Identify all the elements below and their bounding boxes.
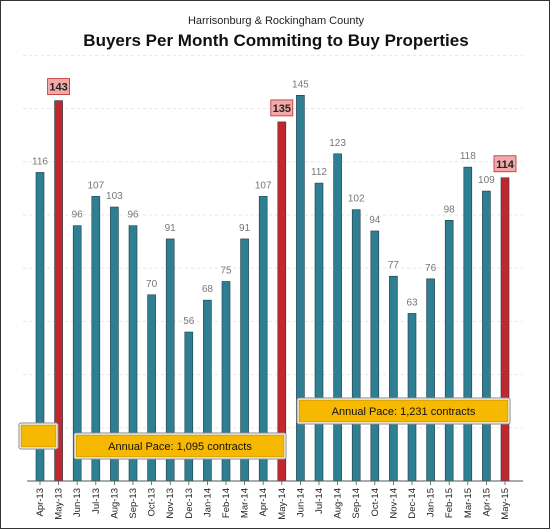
value-label: 56: [183, 316, 195, 327]
value-label: 143: [49, 82, 67, 94]
value-label: 114: [496, 159, 515, 171]
x-tick-label: Oct-14: [370, 488, 381, 517]
annual-pace-label: Annual Pace: 1,095 contracts: [108, 441, 252, 453]
x-tick-label: Aug-14: [333, 488, 344, 519]
value-label: 112: [311, 167, 327, 178]
bars: [35, 95, 510, 482]
bar-may-15: [500, 177, 510, 482]
bar-jan-15: [426, 278, 435, 482]
x-tick-label: Apr-14: [258, 488, 269, 517]
bar-may-14: [277, 121, 287, 482]
annual-pace-box: Annual Pace: 1,231 contracts: [296, 397, 511, 425]
x-tick-label: Jun-14: [295, 488, 306, 517]
annual-pace-fill: [298, 399, 509, 423]
bar-apr-15: [482, 190, 491, 482]
value-label: 96: [72, 210, 84, 221]
annotations: Annual Pace: 1,095 contracts Annual Pace:…: [18, 397, 511, 460]
value-label: 76: [425, 263, 437, 274]
x-tick-label: Jul-13: [91, 488, 102, 514]
value-label: 94: [369, 215, 381, 226]
x-tick-label: May-14: [277, 488, 288, 520]
highlight-label-may-15: 114: [493, 155, 517, 173]
value-label: 70: [146, 279, 158, 290]
value-label-box: [493, 155, 517, 173]
value-label: 75: [220, 266, 232, 277]
x-tick-label: Aug-13: [109, 488, 120, 519]
annual-pace-box: [18, 422, 59, 450]
value-label: 96: [127, 210, 139, 221]
x-tick-label: Mar-14: [240, 488, 251, 518]
value-label: 91: [239, 223, 251, 234]
bar-nov-14: [389, 275, 398, 482]
value-label: 118: [460, 151, 476, 162]
value-label: 91: [165, 223, 177, 234]
value-label-box: [47, 78, 70, 96]
annual-pace-fill: [75, 434, 285, 458]
x-tick-label: Sep-14: [351, 488, 362, 519]
value-labels: 1161439610710396709156687591107135145112…: [32, 78, 517, 327]
x-tick-label: Mar-15: [463, 488, 474, 518]
x-tick-label: Feb-14: [221, 488, 232, 518]
value-label: 116: [32, 156, 48, 167]
x-tick-label: Oct-13: [147, 488, 158, 517]
bar-aug-14: [333, 153, 342, 482]
x-tick-label: Dec-13: [184, 488, 195, 519]
gridlines: [23, 54, 523, 429]
x-tick-label: Apr-13: [35, 488, 46, 517]
x-tick-label: May-13: [54, 488, 65, 520]
x-tick-labels: Apr-13 May-13 Jun-13 Jul-13 Aug-13 Sep-13 Oct-…: [35, 488, 511, 520]
value-label: 107: [87, 180, 104, 191]
bar-jul-14: [314, 182, 324, 482]
x-tick-label: Apr-15: [481, 488, 492, 517]
value-label: 102: [348, 194, 365, 205]
highlight-label-may-14: 135: [270, 99, 294, 117]
value-label: 103: [106, 191, 123, 202]
chart-subtitle: Harrisonburg & Rockingham County: [188, 15, 365, 27]
value-label: 77: [388, 260, 400, 271]
annual-pace-label: Annual Pace: 1,231 contracts: [332, 406, 476, 418]
bar-feb-15: [444, 220, 454, 482]
bar-sep-14: [351, 209, 361, 482]
annual-pace-fill: [20, 424, 57, 448]
x-tick-label: Nov-13: [165, 488, 176, 519]
x-tick-label: Nov-14: [388, 488, 399, 519]
x-tick-label: Jan-15: [426, 488, 437, 517]
x-tick-label: Feb-15: [444, 488, 455, 518]
value-label: 68: [202, 284, 214, 295]
value-label: 135: [273, 103, 291, 115]
value-label: 98: [444, 204, 456, 215]
chart-title: Buyers Per Month Commiting to Buy Proper…: [83, 31, 468, 50]
value-label: 107: [255, 180, 272, 191]
bar-dec-14: [407, 313, 417, 482]
value-label: 145: [292, 79, 309, 90]
annual-pace-box: Annual Pace: 1,095 contracts: [73, 432, 287, 460]
x-tick-label: Jun-13: [72, 488, 83, 517]
value-label: 63: [406, 297, 418, 308]
value-label: 123: [329, 138, 346, 149]
x-axis: [27, 480, 523, 485]
x-tick-label: Jan-14: [202, 488, 213, 517]
x-tick-label: Dec-14: [407, 488, 418, 519]
highlight-label-may-13: 143: [47, 78, 70, 96]
bar-oct-14: [370, 230, 380, 482]
x-tick-label: May-15: [500, 488, 511, 520]
x-tick-label: Jul-14: [314, 488, 325, 514]
value-label: 109: [478, 175, 495, 186]
value-label-box: [270, 99, 294, 117]
x-tick-label: Sep-13: [128, 488, 139, 519]
bar-mar-15: [463, 166, 473, 482]
